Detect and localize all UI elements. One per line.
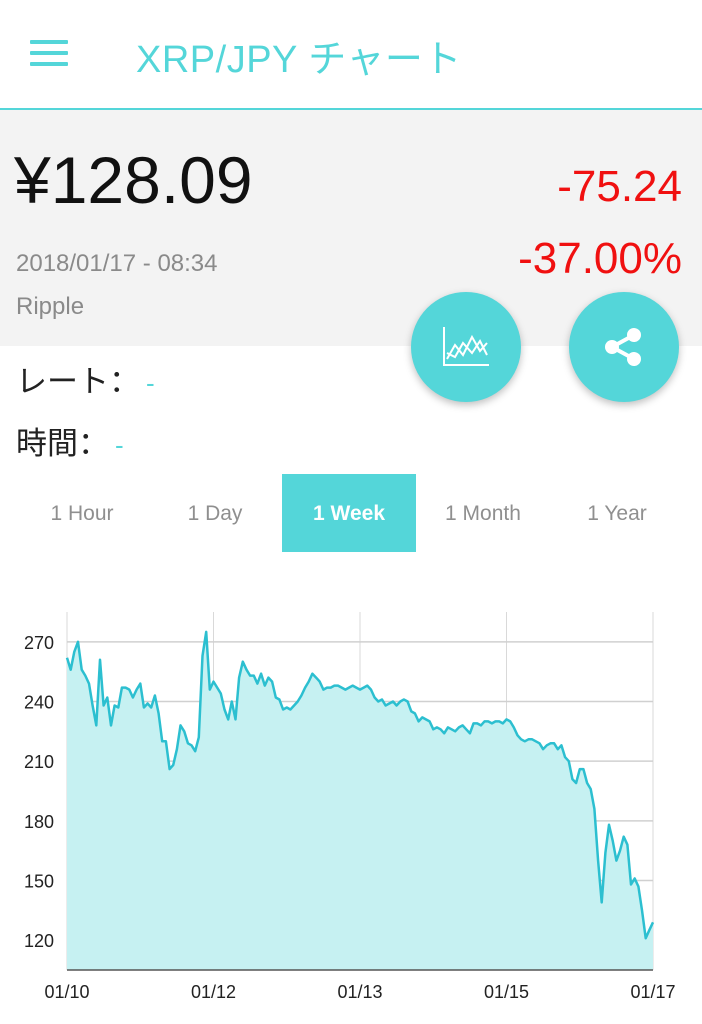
tab-1-day[interactable]: 1 Day: [187, 502, 243, 525]
y-tick-label: 210: [24, 752, 54, 772]
tab-1-year[interactable]: 1 Year: [587, 502, 647, 525]
timeframe-tabs: 1 Hour 1 Day 1 Week 1 Month 1 Year: [0, 474, 702, 552]
tab-1-week[interactable]: 1 Week: [282, 474, 416, 552]
price-chart: 120 150 180 210 240 270 01/10 01/12 01/13 01/15 01…: [24, 612, 676, 1002]
time-value: -: [115, 430, 124, 460]
rate-value: -: [146, 368, 155, 398]
series-line: [65, 630, 655, 940]
hamburger-menu-icon[interactable]: [30, 38, 70, 68]
y-tick-label: 270: [24, 633, 54, 653]
current-price: ¥128.09: [14, 143, 253, 217]
x-tick-label: 01/10: [44, 982, 89, 1002]
tab-1-hour[interactable]: 1 Hour: [50, 502, 114, 525]
share-icon: [605, 328, 641, 366]
y-tick-label: 150: [24, 872, 54, 892]
y-tick-label: 240: [24, 693, 54, 713]
rate-row: レート： -: [16, 356, 155, 401]
x-tick-label: 01/15: [484, 982, 529, 1002]
price-change-percent: -37.00%: [518, 234, 682, 283]
series-area: [67, 631, 653, 970]
share-button[interactable]: [569, 292, 679, 402]
y-tick-label: 120: [24, 931, 54, 951]
tab-1-month[interactable]: 1 Month: [445, 502, 521, 525]
coin-name: Ripple: [16, 293, 85, 320]
y-tick-label: 180: [24, 812, 54, 832]
rate-label: レート：: [16, 364, 140, 399]
app-title: XRP/JPY チャート: [136, 39, 462, 81]
time-label: 時間：: [16, 426, 109, 461]
x-tick-label: 01/13: [337, 982, 382, 1002]
x-tick-label: 01/12: [191, 982, 236, 1002]
app-bar: XRP/JPY チャート: [0, 0, 702, 110]
x-tick-label: 01/17: [630, 982, 675, 1002]
line-chart-icon: [443, 327, 489, 366]
chart-mode-button[interactable]: [411, 292, 521, 402]
time-row: 時間： -: [16, 418, 124, 463]
price-summary-panel: ¥128.09 2018/01/17 - 08:34 Ripple -75.24…: [0, 110, 702, 346]
price-timestamp: 2018/01/17 - 08:34: [16, 250, 218, 277]
price-change-absolute: -75.24: [557, 162, 682, 211]
